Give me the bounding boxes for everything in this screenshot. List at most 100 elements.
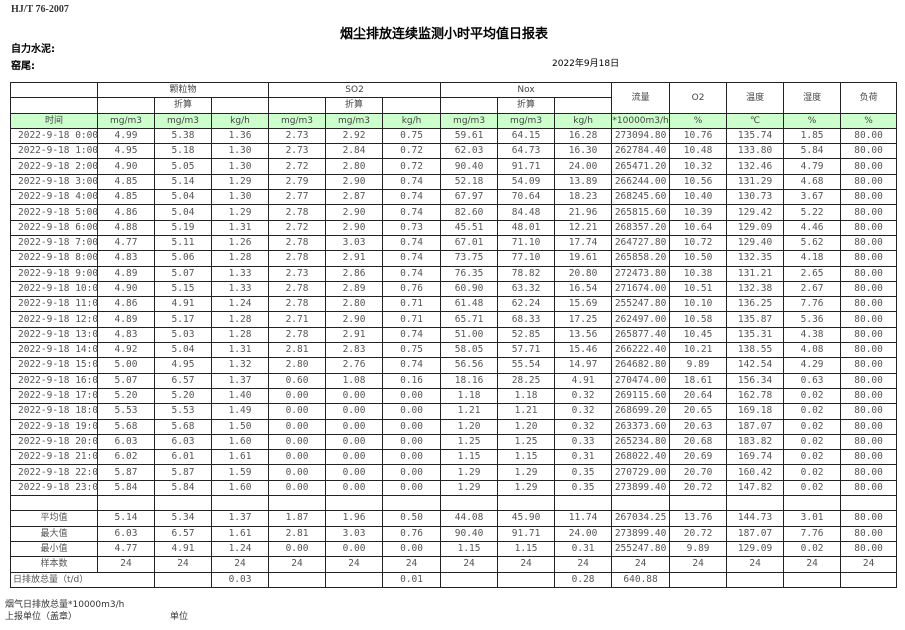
value-cell: 4.85 bbox=[97, 189, 155, 206]
value-cell: 135.74 bbox=[726, 127, 785, 145]
value-cell: 71.10 bbox=[497, 234, 556, 252]
time-cell: 2022-9-18 9:00 bbox=[10, 265, 98, 282]
value-cell: 80.00 bbox=[840, 250, 898, 267]
time-cell: 2022-9-18 18:00 bbox=[10, 403, 98, 420]
table-row: 2022-9-18 21:00 6.02 6.01 1.61 0.00 0.00 0.00 1… bbox=[10, 449, 898, 466]
value-cell: 2.90 bbox=[325, 311, 384, 328]
header-nox: Nox bbox=[440, 81, 613, 99]
value-cell: 0.71 bbox=[382, 311, 442, 328]
value-cell: 15.46 bbox=[554, 342, 613, 359]
value-cell: 68.33 bbox=[497, 311, 556, 328]
header-blank bbox=[554, 97, 613, 114]
value-cell: 5.36 bbox=[783, 311, 842, 328]
value-cell: 0.76 bbox=[382, 280, 442, 298]
stat-value: 11.74 bbox=[554, 510, 613, 527]
value-cell: 1.20 bbox=[497, 418, 556, 435]
stat-value: 45.90 bbox=[497, 510, 556, 527]
stat-value: 0.00 bbox=[382, 540, 442, 558]
value-cell: 7.76 bbox=[783, 296, 842, 313]
value-cell: 16.54 bbox=[554, 280, 613, 298]
value-cell: 1.50 bbox=[210, 418, 270, 435]
value-cell: 0.02 bbox=[783, 418, 842, 435]
value-cell: 255247.80 bbox=[611, 296, 671, 313]
table-row: 2022-9-18 6:00 4.88 5.19 1.31 2.72 2.90 0.73 45… bbox=[10, 219, 898, 236]
daily-total-value bbox=[726, 571, 785, 588]
time-cell: 2022-9-18 7:00 bbox=[10, 234, 98, 252]
value-cell: 4.95 bbox=[97, 143, 155, 160]
header-blank bbox=[268, 97, 327, 114]
value-cell: 5.53 bbox=[154, 403, 212, 420]
value-cell: 268022.40 bbox=[611, 449, 671, 466]
value-cell: 264727.80 bbox=[611, 234, 671, 252]
table-row: 2022-9-18 0:00 4.99 5.38 1.36 2.73 2.92 0.75 59… bbox=[10, 127, 898, 145]
unit-cell: kg/h bbox=[382, 112, 442, 129]
time-cell: 2022-9-18 23:00 bbox=[10, 479, 98, 497]
value-cell: 1.21 bbox=[497, 403, 556, 420]
value-cell: 0.74 bbox=[382, 265, 442, 282]
value-cell: 273094.80 bbox=[611, 127, 671, 145]
table-row: 2022-9-18 2:00 4.90 5.05 1.30 2.72 2.80 0.72 90… bbox=[10, 158, 898, 175]
value-cell: 0.74 bbox=[382, 173, 442, 191]
stat-value: 80.00 bbox=[840, 525, 898, 542]
value-cell: 132.35 bbox=[726, 250, 785, 267]
value-cell: 5.04 bbox=[154, 342, 212, 359]
value-cell: 70.64 bbox=[497, 189, 556, 206]
empty-cell bbox=[440, 495, 499, 512]
value-cell: 0.16 bbox=[382, 372, 442, 389]
value-cell: 1.15 bbox=[497, 449, 556, 466]
unit-cell: mg/m3 bbox=[154, 112, 212, 129]
value-cell: 84.48 bbox=[497, 204, 556, 221]
value-cell: 4.85 bbox=[97, 173, 155, 191]
stat-value: 13.76 bbox=[669, 510, 728, 527]
value-cell: 4.77 bbox=[97, 234, 155, 252]
report-date: 2022年9月18日 bbox=[552, 59, 620, 69]
stat-value: 24 bbox=[325, 556, 384, 573]
value-cell: 1.18 bbox=[440, 387, 499, 405]
value-cell: 0.35 bbox=[554, 464, 613, 481]
value-cell: 2.80 bbox=[325, 158, 384, 175]
value-cell: 2.87 bbox=[325, 189, 384, 206]
value-cell: 1.25 bbox=[497, 433, 556, 451]
value-cell: 20.64 bbox=[669, 387, 728, 405]
stat-value: 24 bbox=[611, 556, 671, 573]
stat-value: 24 bbox=[726, 556, 785, 573]
value-cell: 4.38 bbox=[783, 326, 842, 344]
unit-cell: mg/m3 bbox=[97, 112, 155, 129]
value-cell: 265815.60 bbox=[611, 204, 671, 221]
value-cell: 0.02 bbox=[783, 387, 842, 405]
value-cell: 265877.40 bbox=[611, 326, 671, 344]
stat-value: 273899.40 bbox=[611, 525, 671, 542]
stat-value: 4.77 bbox=[97, 540, 155, 558]
header-so2: SO2 bbox=[268, 81, 442, 99]
empty-cell bbox=[97, 495, 155, 512]
value-cell: 4.92 bbox=[97, 342, 155, 359]
unit-cell: mg/m3 bbox=[497, 112, 556, 129]
value-cell: 169.18 bbox=[726, 403, 785, 420]
value-cell: 1.15 bbox=[440, 449, 499, 466]
stat-value: 129.09 bbox=[726, 540, 785, 558]
value-cell: 1.30 bbox=[210, 158, 270, 175]
stat-value: 144.73 bbox=[726, 510, 785, 527]
value-cell: 18.61 bbox=[669, 372, 728, 389]
time-cell: 2022-9-18 22:00 bbox=[10, 464, 98, 481]
time-cell: 2022-9-18 1:00 bbox=[10, 143, 98, 160]
value-cell: 20.69 bbox=[669, 449, 728, 466]
value-cell: 1.37 bbox=[210, 372, 270, 389]
value-cell: 16.30 bbox=[554, 143, 613, 160]
value-cell: 80.00 bbox=[840, 234, 898, 252]
value-cell: 10.50 bbox=[669, 250, 728, 267]
value-cell: 160.42 bbox=[726, 464, 785, 481]
value-cell: 4.68 bbox=[783, 173, 842, 191]
value-cell: 10.10 bbox=[669, 296, 728, 313]
value-cell: 13.89 bbox=[554, 173, 613, 191]
table-row: 2022-9-18 16:00 5.07 6.57 1.37 0.60 1.08 0.16 1… bbox=[10, 372, 898, 389]
value-cell: 10.64 bbox=[669, 219, 728, 236]
stat-value: 24 bbox=[440, 556, 499, 573]
value-cell: 0.71 bbox=[382, 296, 442, 313]
value-cell: 80.00 bbox=[840, 189, 898, 206]
value-cell: 17.25 bbox=[554, 311, 613, 328]
header-blank bbox=[10, 81, 98, 99]
daily-total-value bbox=[325, 571, 384, 588]
value-cell: 1.29 bbox=[497, 464, 556, 481]
value-cell: 62.03 bbox=[440, 143, 499, 160]
